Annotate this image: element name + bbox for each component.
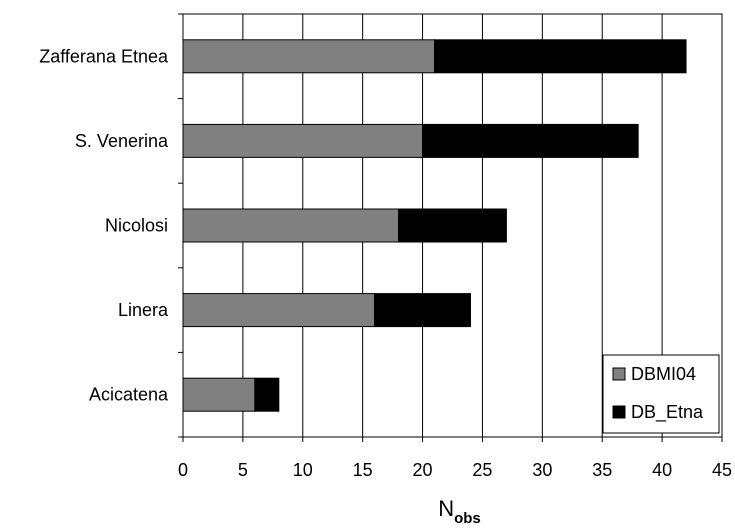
category-label-5: Acicatena bbox=[89, 385, 169, 405]
x-tick-label-10: 10 bbox=[293, 460, 313, 480]
bar-dbmi04-2 bbox=[182, 123, 424, 158]
legend-swatch-2 bbox=[612, 405, 626, 419]
bar-db-etna-2 bbox=[422, 123, 639, 158]
bar-db-etna-5 bbox=[254, 377, 280, 412]
bar-dbmi04-3 bbox=[182, 208, 400, 243]
plot-frame bbox=[182, 13, 723, 438]
x-tick-label-25: 25 bbox=[472, 460, 492, 480]
category-labels: Zafferana Etnea S. Venerina Nicolosi Linera… bbox=[39, 46, 169, 404]
x-axis-label-subscript: obs bbox=[454, 510, 481, 527]
bar-db-etna-1 bbox=[434, 39, 687, 74]
x-tick-label-0: 0 bbox=[178, 460, 188, 480]
x-axis-label-main: N bbox=[438, 496, 454, 521]
bar-db-etna-4 bbox=[374, 293, 471, 328]
x-tick-label-45: 45 bbox=[712, 460, 732, 480]
legend-swatch-1 bbox=[612, 367, 626, 381]
bars bbox=[182, 39, 687, 412]
x-axis-label: Nobs bbox=[438, 496, 481, 527]
axes bbox=[178, 13, 723, 442]
bar-db-etna-3 bbox=[398, 208, 507, 243]
x-tick-label-15: 15 bbox=[353, 460, 373, 480]
tick-labels: 0 5 10 15 20 25 30 35 40 45 bbox=[178, 460, 732, 480]
x-tick-label-35: 35 bbox=[592, 460, 612, 480]
legend: DBMI04 DB_Etna bbox=[602, 354, 720, 434]
x-tick-label-30: 30 bbox=[532, 460, 552, 480]
bar-dbmi04-1 bbox=[182, 39, 436, 74]
x-tick-label-20: 20 bbox=[413, 460, 433, 480]
legend-label-1: DBMI04 bbox=[631, 364, 696, 384]
category-label-4: Linera bbox=[118, 300, 169, 320]
x-tick-label-5: 5 bbox=[238, 460, 248, 480]
bar-dbmi04-5 bbox=[182, 377, 256, 412]
category-label-3: Nicolosi bbox=[105, 216, 168, 236]
x-tick-label-40: 40 bbox=[652, 460, 672, 480]
category-label-1: Zafferana Etnea bbox=[39, 46, 169, 66]
legend-label-2: DB_Etna bbox=[631, 402, 704, 423]
category-label-2: S. Venerina bbox=[75, 131, 169, 151]
bar-dbmi04-4 bbox=[182, 293, 376, 328]
